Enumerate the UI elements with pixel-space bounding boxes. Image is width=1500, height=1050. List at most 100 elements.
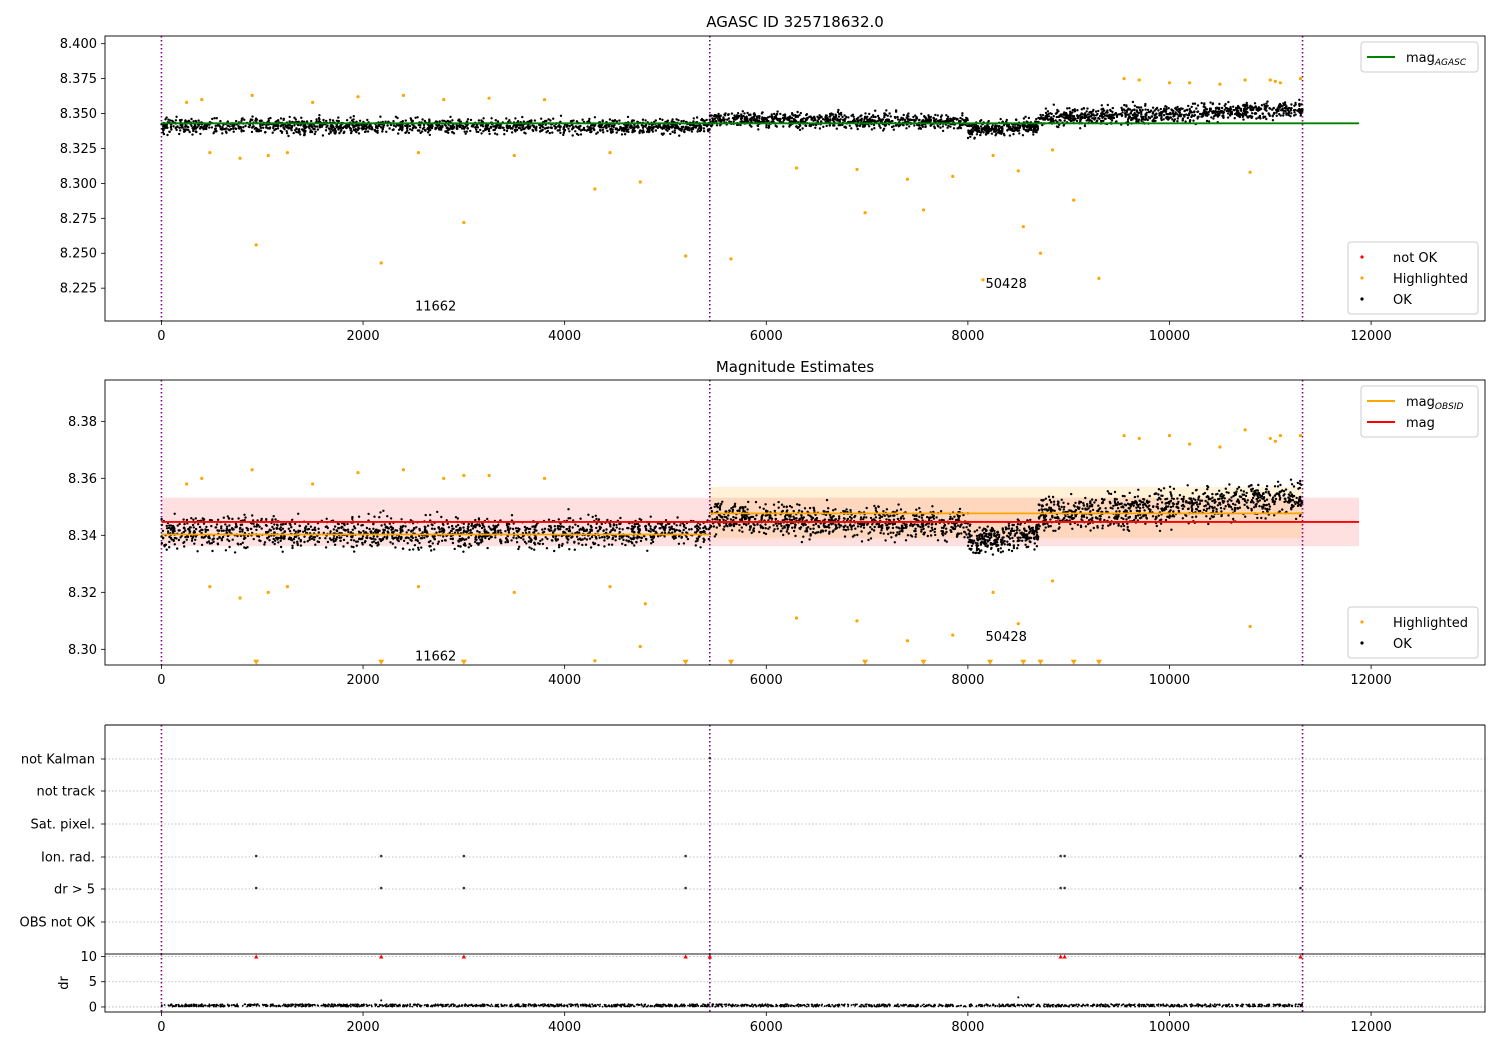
data-point-ok	[1172, 115, 1175, 118]
data-point-ok	[341, 126, 345, 130]
data-point-ok	[224, 523, 227, 526]
data-point-ok	[299, 544, 303, 547]
data-point-ok	[1110, 116, 1114, 120]
data-point-ok	[926, 118, 929, 122]
data-point-ok	[445, 126, 448, 130]
data-point-ok	[207, 540, 211, 543]
data-point-ok	[568, 525, 571, 528]
data-point-ok	[569, 120, 573, 123]
data-point-ok	[191, 133, 194, 136]
data-point-ok	[449, 537, 452, 540]
data-point-ok	[763, 116, 766, 120]
data-point-ok	[417, 548, 420, 551]
data-point-ok	[861, 125, 865, 128]
data-point-ok	[1165, 105, 1168, 109]
data-point-ok	[1205, 111, 1209, 114]
data-point-ok	[559, 131, 562, 135]
data-point-ok	[625, 539, 628, 542]
data-point-ok	[276, 125, 280, 128]
data-point-ok	[357, 515, 361, 518]
data-point-ok	[828, 124, 831, 127]
data-point-ok	[782, 119, 785, 122]
y-tick-label: 8.225	[60, 282, 97, 297]
data-point-ok	[214, 127, 217, 130]
data-point-ok	[319, 125, 323, 128]
data-point-ok	[997, 125, 1001, 128]
data-point-ok	[682, 119, 685, 123]
data-point-ok	[1287, 113, 1290, 117]
data-point-ok	[237, 517, 240, 520]
data-point-ok	[799, 124, 802, 127]
data-point-ok	[908, 125, 911, 128]
data-point-ok	[1298, 98, 1301, 102]
data-point-ok	[361, 543, 364, 546]
data-point-ok	[190, 117, 193, 121]
data-point-ok	[1085, 119, 1088, 122]
data-point-ok	[335, 529, 338, 532]
data-point-ok	[1039, 113, 1042, 117]
data-point-ok	[839, 111, 843, 115]
data-point-ok	[870, 115, 873, 119]
data-point-ok	[488, 132, 491, 136]
data-point-ok	[379, 115, 382, 118]
data-point-ok	[240, 117, 244, 121]
data-point-ok	[650, 128, 653, 132]
data-point-highlighted	[311, 100, 315, 104]
data-point-ok	[172, 125, 175, 128]
data-point-ok	[462, 526, 465, 529]
data-point-ok	[633, 129, 637, 133]
data-point-ok	[576, 524, 580, 528]
data-point-ok	[317, 527, 320, 530]
data-point-ok	[621, 536, 624, 539]
data-point-ok	[479, 538, 482, 541]
data-point-ok	[1062, 113, 1066, 117]
data-point-ok	[735, 115, 738, 119]
data-point-ok	[671, 118, 674, 121]
data-point-ok	[1210, 116, 1213, 119]
data-point-ok	[492, 524, 495, 527]
data-point-ok	[1136, 114, 1139, 117]
data-point-ok	[961, 114, 964, 117]
data-point-ok	[680, 536, 683, 539]
data-point-ok	[284, 522, 287, 526]
data-point-ok	[652, 535, 655, 538]
data-point-ok	[1149, 110, 1152, 113]
data-point-ok	[324, 129, 328, 132]
data-point-ok	[194, 517, 197, 520]
data-point-ok	[1227, 112, 1230, 115]
data-point-ok	[391, 526, 394, 530]
data-point-ok	[1187, 104, 1190, 108]
data-point-ok	[615, 120, 619, 123]
data-point-ok	[404, 525, 407, 528]
data-point-ok	[514, 126, 518, 129]
data-point-ok	[527, 540, 531, 543]
data-point-ok	[1015, 118, 1018, 122]
data-point-ok	[613, 529, 617, 532]
data-point-ok	[837, 108, 840, 112]
data-point-ok	[677, 119, 680, 122]
data-point-ok	[1202, 112, 1205, 116]
data-point-ok	[459, 527, 462, 530]
data-point-ok	[198, 525, 202, 529]
data-point-ok	[1203, 102, 1206, 105]
data-point-ok	[355, 540, 358, 543]
data-point-ok	[401, 127, 404, 131]
data-point-ok	[999, 130, 1002, 133]
data-point-ok	[966, 136, 970, 140]
data-point-ok	[316, 540, 319, 543]
data-point-ok	[599, 129, 602, 132]
data-point-ok	[602, 529, 605, 532]
data-point-ok	[633, 531, 636, 534]
data-point-highlighted	[1298, 77, 1303, 81]
data-point-ok	[553, 525, 556, 528]
data-point-ok	[929, 115, 932, 119]
data-point-ok	[413, 527, 416, 530]
data-point-ok	[356, 128, 360, 132]
data-point-ok	[528, 536, 531, 539]
data-point-ok	[447, 128, 450, 131]
data-point-ok	[702, 530, 706, 533]
data-point-ok	[170, 526, 173, 530]
data-point-ok	[477, 517, 481, 520]
data-point-ok	[864, 112, 867, 115]
data-point-ok	[467, 525, 470, 529]
